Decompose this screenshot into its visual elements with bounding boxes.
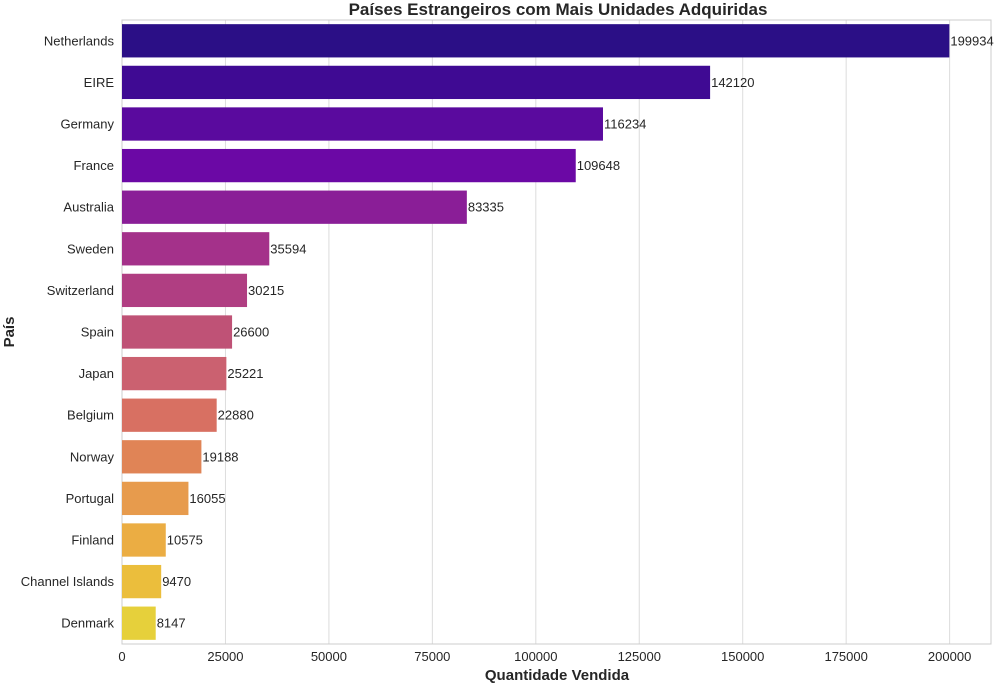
y-tick-label: Belgium [67, 408, 114, 423]
data-label: 116234 [604, 117, 646, 132]
bar-switzerland [122, 273, 248, 308]
y-tick-label: Switzerland [47, 283, 114, 298]
data-label: 10575 [167, 533, 203, 548]
y-tick-label: Portugal [66, 491, 115, 506]
data-label: 83335 [468, 200, 504, 215]
x-tick-label: 150000 [721, 649, 764, 664]
x-tick-label: 25000 [207, 649, 243, 664]
bar-germany [122, 107, 603, 141]
y-tick-label: France [74, 158, 114, 173]
bar-finland [122, 523, 166, 557]
x-tick-label: 200000 [928, 649, 971, 664]
data-label: 22880 [218, 408, 254, 423]
x-tick-label: 0 [118, 649, 125, 664]
data-label: 109648 [577, 158, 620, 173]
bar-norway [122, 440, 202, 474]
y-tick-label: Finland [71, 533, 114, 548]
y-tick-label: Sweden [67, 241, 114, 256]
bar-netherlands [122, 24, 950, 58]
data-label: 25221 [227, 366, 263, 381]
y-tick-label: Japan [79, 366, 114, 381]
x-axis-label: Quantidade Vendida [485, 667, 630, 684]
y-axis-label: País [1, 317, 18, 348]
data-label: 199934 [950, 33, 993, 48]
y-tick-label: Norway [70, 449, 115, 464]
x-tick-label: 100000 [514, 649, 557, 664]
y-tick-label: Denmark [61, 616, 114, 631]
bar-eire [122, 65, 711, 100]
x-tick-label: 175000 [824, 649, 867, 664]
data-label: 30215 [248, 283, 284, 298]
data-label: 8147 [157, 616, 186, 631]
bar-japan [122, 356, 227, 391]
bar-belgium [122, 398, 217, 432]
y-tick-label: Spain [81, 325, 114, 340]
x-tick-label: 75000 [414, 649, 450, 664]
data-label: 16055 [189, 491, 225, 506]
bar-france [122, 148, 576, 183]
bar-portugal [122, 481, 189, 516]
plot-area: Netherlands 199934 EIRE 142120 Germany 116234… [21, 19, 994, 664]
bar-spain [122, 315, 233, 349]
x-tick-label: 125000 [618, 649, 661, 664]
y-tick-label: Australia [63, 200, 114, 215]
y-tick-label: Netherlands [44, 33, 115, 48]
chart-title: Países Estrangeiros com Mais Unidades Ad… [349, 0, 768, 19]
data-label: 9470 [162, 574, 191, 589]
x-tick-label: 50000 [311, 649, 347, 664]
data-label: 35594 [270, 241, 306, 256]
y-tick-label: EIRE [84, 75, 115, 90]
y-tick-label: Channel Islands [21, 574, 115, 589]
bar-sweden [122, 232, 270, 266]
data-label: 26600 [233, 325, 269, 340]
bar-channel-islands [122, 564, 162, 599]
bar-australia [122, 190, 467, 224]
bar-denmark [122, 606, 156, 640]
data-label: 19188 [202, 449, 238, 464]
y-tick-label: Germany [61, 117, 115, 132]
data-label: 142120 [711, 75, 754, 90]
